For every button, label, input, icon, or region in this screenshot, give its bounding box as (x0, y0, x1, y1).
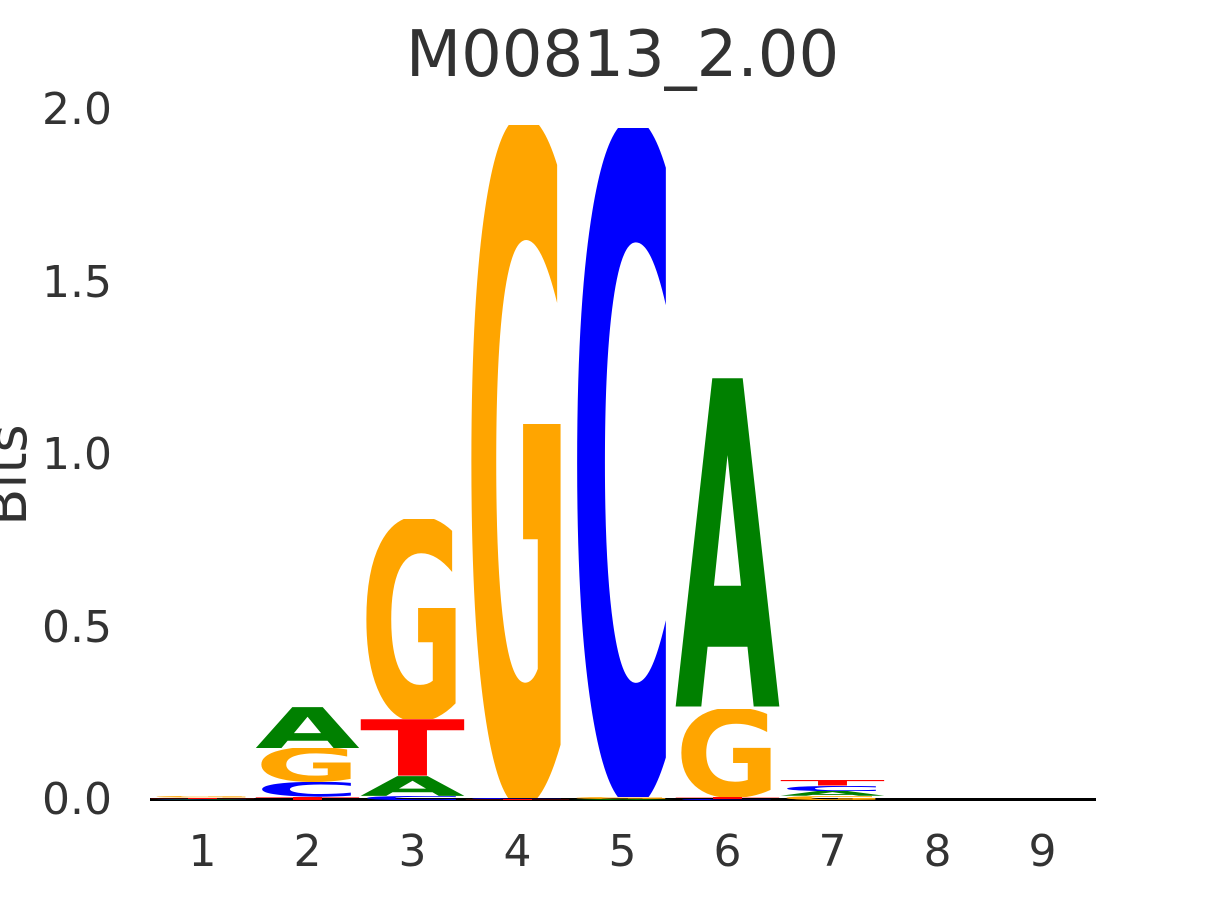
xtick-label-5: 5 (608, 826, 637, 877)
svg-text:A: A (360, 776, 465, 796)
svg-text:G: G (570, 797, 675, 799)
svg-text:C: C (780, 786, 885, 791)
svg-text:G: G (465, 125, 570, 798)
logo-letter-C-pos3: C (360, 796, 465, 800)
ytick-label-1.5: 1.5 (42, 256, 112, 308)
logo-letter-C-pos5: C (570, 128, 675, 797)
logo-letter-T-pos6: T (675, 797, 780, 799)
logo-letter-G-pos3: G (360, 519, 465, 719)
svg-text:A: A (255, 707, 360, 748)
logo-letter-T-pos1: T (150, 798, 255, 799)
svg-text:C: C (465, 798, 570, 799)
logo-letter-A-pos7: A (780, 791, 885, 796)
logo-letter-C-pos6: C (675, 799, 780, 800)
svg-text:T: T (255, 797, 360, 800)
logo-letter-C-pos2: C (255, 782, 360, 796)
svg-text:C: C (255, 782, 360, 796)
xtick-label-3: 3 (398, 826, 427, 877)
logo-letter-C-pos7: C (780, 786, 885, 791)
logo-letter-T-pos3: T (360, 719, 465, 776)
ytick-label-0.5: 0.5 (42, 601, 112, 653)
xtick-label-6: 6 (713, 826, 742, 877)
logo-letter-C-pos4: C (465, 798, 570, 799)
logo-letter-T-pos2: T (255, 797, 360, 800)
svg-text:G: G (780, 796, 885, 800)
logo-letter-A-pos1: A (150, 799, 255, 800)
ytick-label-2.0: 2.0 (42, 84, 112, 135)
logo-letter-G-pos4: G (465, 125, 570, 798)
svg-text:G: G (255, 748, 360, 782)
ytick-label-1.0: 1.0 (42, 429, 112, 480)
x-axis-line (150, 798, 1096, 801)
svg-text:A: A (780, 791, 885, 796)
logo-letter-C-pos1: C (150, 799, 255, 800)
svg-text:C: C (150, 799, 255, 800)
svg-text:T: T (360, 719, 465, 776)
svg-text:T: T (465, 799, 570, 800)
logo-letter-A-pos2: A (255, 707, 360, 748)
xtick-label-2: 2 (293, 826, 322, 877)
svg-text:G: G (150, 796, 255, 797)
logo-letter-A-pos5: A (570, 799, 675, 800)
svg-text:C: C (570, 128, 675, 797)
svg-text:A: A (150, 799, 255, 800)
logo-letter-G-pos7: G (780, 796, 885, 800)
xtick-label-7: 7 (818, 826, 847, 877)
logo-letter-G-pos2: G (255, 748, 360, 782)
logo-letter-G-pos1: G (150, 796, 255, 797)
svg-text:C: C (360, 796, 465, 800)
svg-text:T: T (675, 797, 780, 799)
svg-text:A: A (570, 799, 675, 800)
logo-letter-T-pos7: T (780, 780, 885, 786)
svg-text:A: A (675, 377, 780, 708)
chart-title: M00813_2.00 (405, 18, 840, 92)
ytick-label-0.0: 0.0 (42, 774, 112, 825)
logo-letter-A-pos3: A (360, 776, 465, 796)
svg-text:G: G (675, 709, 780, 797)
xtick-label-4: 4 (503, 826, 532, 877)
logo-letter-G-pos5: G (570, 797, 675, 799)
xtick-label-8: 8 (923, 826, 952, 877)
svg-text:T: T (780, 780, 885, 786)
logo-letter-T-pos4: T (465, 799, 570, 800)
svg-text:T: T (150, 798, 255, 799)
xtick-label-9: 9 (1028, 826, 1057, 877)
xtick-label-1: 1 (188, 826, 217, 877)
svg-text:G: G (360, 519, 465, 719)
svg-text:C: C (675, 799, 780, 800)
logo-letter-A-pos6: A (675, 377, 780, 708)
logo-letter-G-pos6: G (675, 709, 780, 797)
